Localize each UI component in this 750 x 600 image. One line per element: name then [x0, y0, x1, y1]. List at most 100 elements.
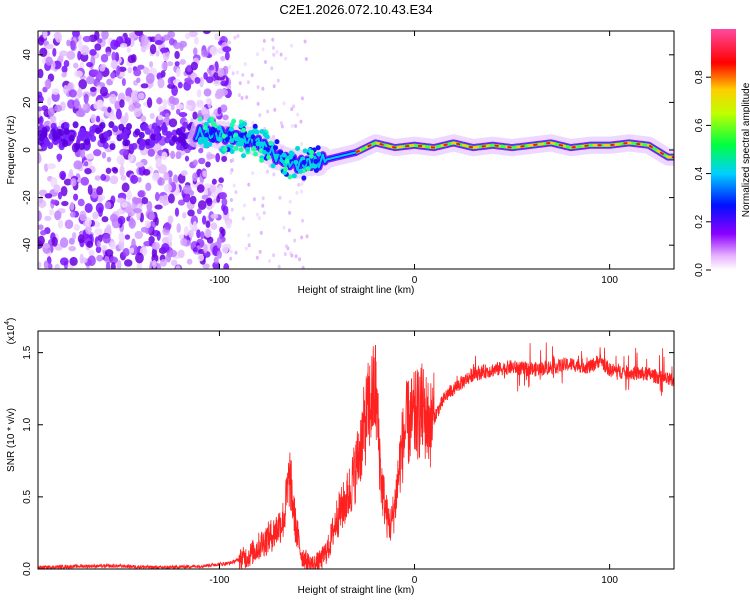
noise-blob — [288, 199, 292, 204]
ridge-blob — [221, 133, 227, 139]
noise-blob — [146, 201, 153, 212]
noise-blob — [116, 155, 125, 165]
noise-blob — [107, 106, 112, 113]
noise-blob — [300, 96, 304, 101]
noise-blob — [194, 77, 201, 84]
noise-blob — [247, 243, 251, 248]
band-blob — [84, 138, 91, 146]
noise-blob — [278, 195, 282, 200]
noise-blob — [300, 182, 304, 187]
noise-blob — [178, 112, 188, 118]
noise-blob — [92, 211, 99, 220]
noise-blob — [167, 215, 174, 224]
ridge-blob — [229, 148, 235, 154]
colorbar-tick-label: 0.2 — [694, 214, 705, 228]
band-blob — [131, 142, 138, 150]
noise-blob — [70, 178, 77, 187]
ridge-blob — [210, 121, 216, 127]
noise-blob — [127, 66, 133, 74]
noise-blob — [208, 64, 215, 71]
noise-blob — [125, 95, 131, 102]
band-blob — [112, 125, 119, 133]
noise-blob — [38, 224, 44, 231]
noise-blob — [126, 189, 132, 201]
noise-blob — [85, 76, 95, 85]
noise-blob — [99, 64, 106, 72]
noise-blob — [219, 191, 228, 200]
noise-blob — [257, 216, 261, 221]
band-blob — [154, 134, 161, 142]
noise-blob — [227, 40, 231, 45]
noise-blob — [105, 224, 112, 236]
noise-blob — [97, 38, 103, 44]
noise-blob — [258, 113, 262, 118]
noise-blob — [135, 161, 144, 168]
noise-blob — [188, 31, 198, 38]
noise-blob — [251, 171, 255, 176]
ridge-blob — [288, 150, 294, 156]
ridge-blob — [250, 129, 256, 135]
noise-blob — [110, 262, 116, 269]
noise-blob — [162, 98, 167, 110]
band-blob — [164, 136, 171, 144]
ridge-blob — [241, 127, 247, 133]
noise-blob — [42, 86, 48, 93]
ridge-blob — [202, 125, 208, 131]
noise-blob — [109, 113, 118, 121]
noise-blob — [196, 229, 201, 239]
noise-blob — [205, 220, 211, 229]
noise-blob — [273, 107, 277, 112]
band-blob — [84, 131, 91, 139]
noise-blob — [102, 233, 111, 244]
noise-blob — [77, 87, 83, 99]
noise-blob — [244, 246, 248, 251]
noise-blob — [186, 258, 193, 265]
noise-blob — [133, 106, 143, 118]
snr-frame — [37, 330, 675, 570]
noise-blob — [121, 78, 126, 87]
noise-blob — [68, 245, 77, 252]
noise-blob — [162, 34, 171, 41]
noise-blob — [128, 152, 134, 163]
noise-blob — [258, 249, 262, 254]
noise-blob — [197, 254, 205, 262]
noise-blob — [140, 226, 149, 233]
noise-blob — [220, 80, 229, 87]
noise-blob — [170, 104, 175, 111]
noise-blob — [64, 219, 74, 230]
spectrogram-x-label: Height of straight line (km) — [298, 285, 415, 296]
noise-blob — [67, 82, 73, 91]
noise-blob — [203, 243, 208, 254]
noise-blob — [106, 156, 112, 163]
noise-blob — [147, 148, 155, 157]
noise-blob — [148, 212, 155, 221]
ridge-blob — [261, 149, 267, 155]
noise-blob — [217, 107, 222, 115]
noise-blob — [192, 220, 198, 231]
noise-blob — [63, 84, 69, 95]
noise-blob — [133, 208, 142, 214]
noise-blob — [205, 98, 211, 105]
noise-blob — [255, 212, 259, 217]
noise-blob — [95, 202, 104, 214]
noise-blob — [109, 241, 116, 250]
band-blob — [176, 143, 183, 151]
noise-blob — [137, 92, 145, 100]
noise-blob — [59, 257, 69, 266]
ridge-blob — [283, 166, 289, 172]
noise-blob — [38, 210, 42, 222]
noise-blob — [160, 47, 169, 53]
noise-blob — [288, 210, 292, 215]
noise-blob — [300, 235, 304, 240]
noise-blob — [85, 224, 92, 235]
noise-blob — [49, 208, 54, 216]
noise-blob — [142, 169, 151, 176]
noise-blob — [140, 45, 147, 53]
noise-blob — [256, 101, 260, 106]
noise-blob — [180, 170, 188, 177]
noise-blob — [87, 184, 93, 195]
noise-blob — [236, 34, 240, 39]
ridge-blob — [254, 129, 260, 135]
band-blob — [58, 129, 65, 137]
noise-blob — [155, 50, 160, 57]
